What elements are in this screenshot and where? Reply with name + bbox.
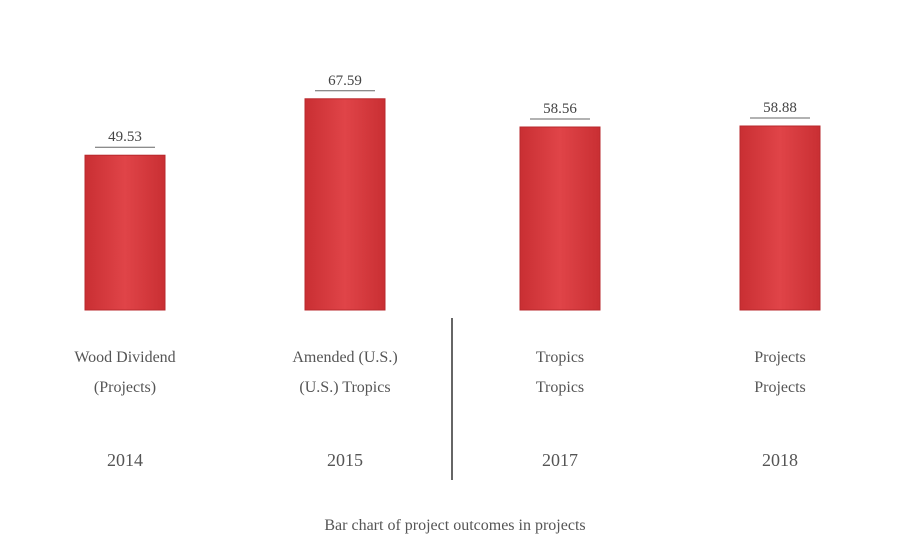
category-label-4-line-1: Projects [754,349,806,366]
category-label-1-line-2: (Projects) [94,379,156,396]
category-label-1-line-1: Wood Dividend [74,349,175,366]
value-label-4: 58.88 [763,100,797,116]
bar-4 [739,125,821,311]
bar-1 [84,154,166,311]
value-label-2: 67.59 [328,73,362,89]
bars-layer [84,90,821,311]
footer-label: Bar chart of project outcomes in project… [324,517,585,534]
year-label-1: 2014 [107,450,143,470]
bar-3 [519,126,601,311]
category-label-3-line-2: Tropics [536,379,584,396]
value-label-1: 49.53 [108,129,142,145]
year-label-4: 2018 [762,450,798,470]
category-label-2-line-2: (U.S.) Tropics [299,379,390,396]
value-label-3: 58.56 [543,101,577,117]
category-label-2-line-1: Amended (U.S.) [292,349,397,366]
bar-2 [304,98,386,311]
labels-layer: 49.53 Wood Dividend (Projects) 2014 67.59 Ame… [74,73,805,470]
year-label-3: 2017 [542,450,578,470]
category-label-3-line-1: Tropics [536,349,584,366]
category-label-4-line-2: Projects [754,379,806,396]
year-label-2: 2015 [327,450,363,470]
